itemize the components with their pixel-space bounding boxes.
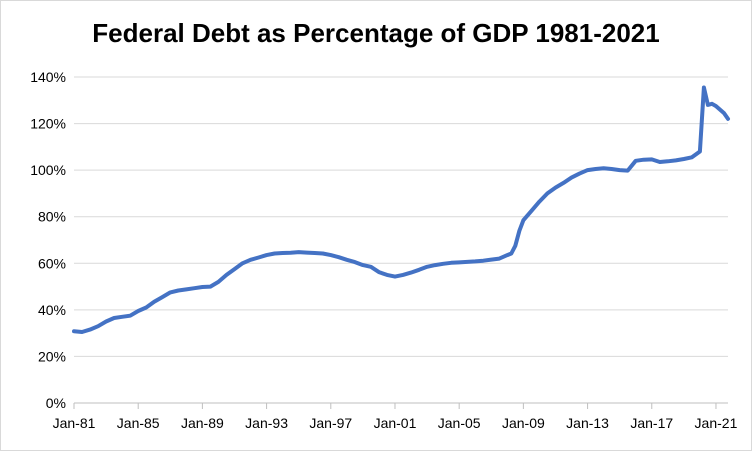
x-tick-label: Jan-81 bbox=[53, 415, 96, 431]
y-tick-label: 0% bbox=[46, 395, 66, 411]
x-tick-label: Jan-93 bbox=[245, 415, 288, 431]
chart-title: Federal Debt as Percentage of GDP 1981-2… bbox=[92, 18, 660, 48]
x-tick-label: Jan-09 bbox=[502, 415, 545, 431]
y-tick-label: 120% bbox=[30, 116, 66, 132]
y-tick-label: 100% bbox=[30, 162, 66, 178]
x-tick-label: Jan-21 bbox=[695, 415, 738, 431]
y-tick-label: 20% bbox=[38, 348, 66, 364]
x-tick-label: Jan-97 bbox=[309, 415, 352, 431]
x-tick-label: Jan-89 bbox=[181, 415, 224, 431]
y-tick-label: 40% bbox=[38, 302, 66, 318]
x-tick-label: Jan-17 bbox=[630, 415, 673, 431]
series-line bbox=[72, 85, 730, 334]
y-tick-label: 80% bbox=[38, 209, 66, 225]
y-tick-label: 140% bbox=[30, 69, 66, 85]
x-tick-label: Jan-01 bbox=[374, 415, 417, 431]
x-tick-label: Jan-05 bbox=[438, 415, 481, 431]
y-tick-label: 60% bbox=[38, 255, 66, 271]
x-tick-label: Jan-13 bbox=[566, 415, 609, 431]
x-tick-label: Jan-85 bbox=[117, 415, 160, 431]
